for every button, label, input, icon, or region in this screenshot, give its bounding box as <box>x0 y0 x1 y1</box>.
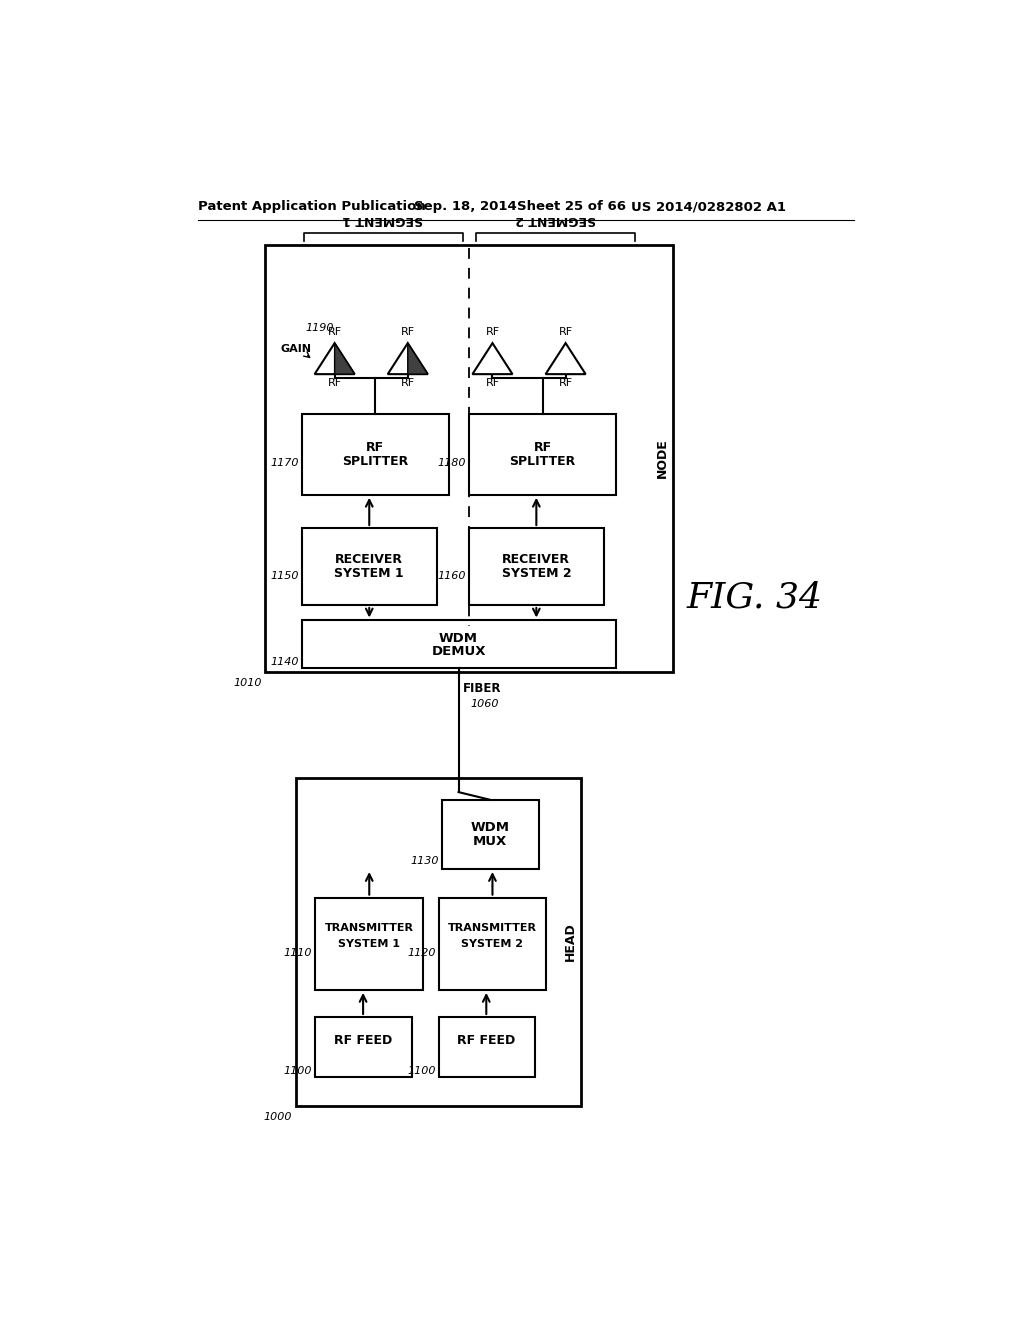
Bar <box>315 898 423 990</box>
Bar <box>438 1016 535 1077</box>
Text: RECEIVER: RECEIVER <box>335 553 403 566</box>
Text: 1060: 1060 <box>470 700 499 709</box>
Text: SPLITTER: SPLITTER <box>342 454 409 467</box>
Bar <box>469 528 604 605</box>
Text: HEAD: HEAD <box>564 923 577 961</box>
Text: 1190: 1190 <box>305 323 334 333</box>
Bar <box>302 528 437 605</box>
Bar <box>302 620 615 668</box>
Text: 1130: 1130 <box>411 857 439 866</box>
Polygon shape <box>335 343 354 374</box>
Text: US 2014/0282802 A1: US 2014/0282802 A1 <box>631 201 786 214</box>
Text: 1100: 1100 <box>407 1065 435 1076</box>
Polygon shape <box>388 343 428 374</box>
Text: RECEIVER: RECEIVER <box>503 553 570 566</box>
Bar <box>315 1016 412 1077</box>
Text: RF: RF <box>328 327 342 338</box>
Text: RF: RF <box>558 327 572 338</box>
Text: RF FEED: RF FEED <box>457 1035 515 1047</box>
Text: RF: RF <box>400 327 415 338</box>
Text: RF: RF <box>534 441 552 454</box>
Text: 1140: 1140 <box>270 657 299 667</box>
Polygon shape <box>314 343 354 374</box>
Text: 1100: 1100 <box>284 1065 312 1076</box>
Text: RF: RF <box>400 379 415 388</box>
Polygon shape <box>408 343 428 374</box>
Bar <box>438 898 547 990</box>
Text: 1150: 1150 <box>270 570 299 581</box>
Text: Sep. 18, 2014: Sep. 18, 2014 <box>414 201 517 214</box>
Text: 1160: 1160 <box>438 570 466 581</box>
Bar <box>302 414 449 495</box>
Text: Sheet 25 of 66: Sheet 25 of 66 <box>517 201 626 214</box>
Text: SEGMENT 2: SEGMENT 2 <box>515 214 596 227</box>
Text: TRANSMITTER: TRANSMITTER <box>447 924 537 933</box>
Text: RF: RF <box>367 441 384 454</box>
Text: MUX: MUX <box>473 834 507 847</box>
Text: 1170: 1170 <box>270 458 299 469</box>
Text: SYSTEM 2: SYSTEM 2 <box>462 939 523 949</box>
Polygon shape <box>472 343 512 374</box>
Text: 1120: 1120 <box>407 948 435 958</box>
Text: 1000: 1000 <box>264 1111 292 1122</box>
Text: SPLITTER: SPLITTER <box>509 454 575 467</box>
Bar <box>442 800 539 869</box>
Text: SYSTEM 1: SYSTEM 1 <box>335 566 404 579</box>
Text: SYSTEM 2: SYSTEM 2 <box>502 566 571 579</box>
Text: WDM: WDM <box>471 821 510 834</box>
Text: Patent Application Publication: Patent Application Publication <box>199 201 426 214</box>
Text: RF: RF <box>485 327 500 338</box>
Text: SYSTEM 1: SYSTEM 1 <box>338 939 400 949</box>
Polygon shape <box>546 343 586 374</box>
Text: FIBER: FIBER <box>463 682 501 696</box>
Text: DEMUX: DEMUX <box>431 645 485 659</box>
Text: 1110: 1110 <box>284 948 312 958</box>
Bar <box>265 244 674 672</box>
Text: 1010: 1010 <box>233 678 261 688</box>
Bar <box>296 779 581 1105</box>
Text: SEGMENT 1: SEGMENT 1 <box>342 214 423 227</box>
Text: RF: RF <box>558 379 572 388</box>
Text: FIG. 34: FIG. 34 <box>686 581 822 614</box>
Text: RF: RF <box>328 379 342 388</box>
Text: RF: RF <box>485 379 500 388</box>
Bar <box>469 414 615 495</box>
Text: 1180: 1180 <box>438 458 466 469</box>
Text: WDM: WDM <box>439 631 478 644</box>
Text: RF FEED: RF FEED <box>334 1035 392 1047</box>
Text: GAIN: GAIN <box>281 343 311 354</box>
Text: TRANSMITTER: TRANSMITTER <box>325 924 414 933</box>
Text: NODE: NODE <box>656 438 669 478</box>
